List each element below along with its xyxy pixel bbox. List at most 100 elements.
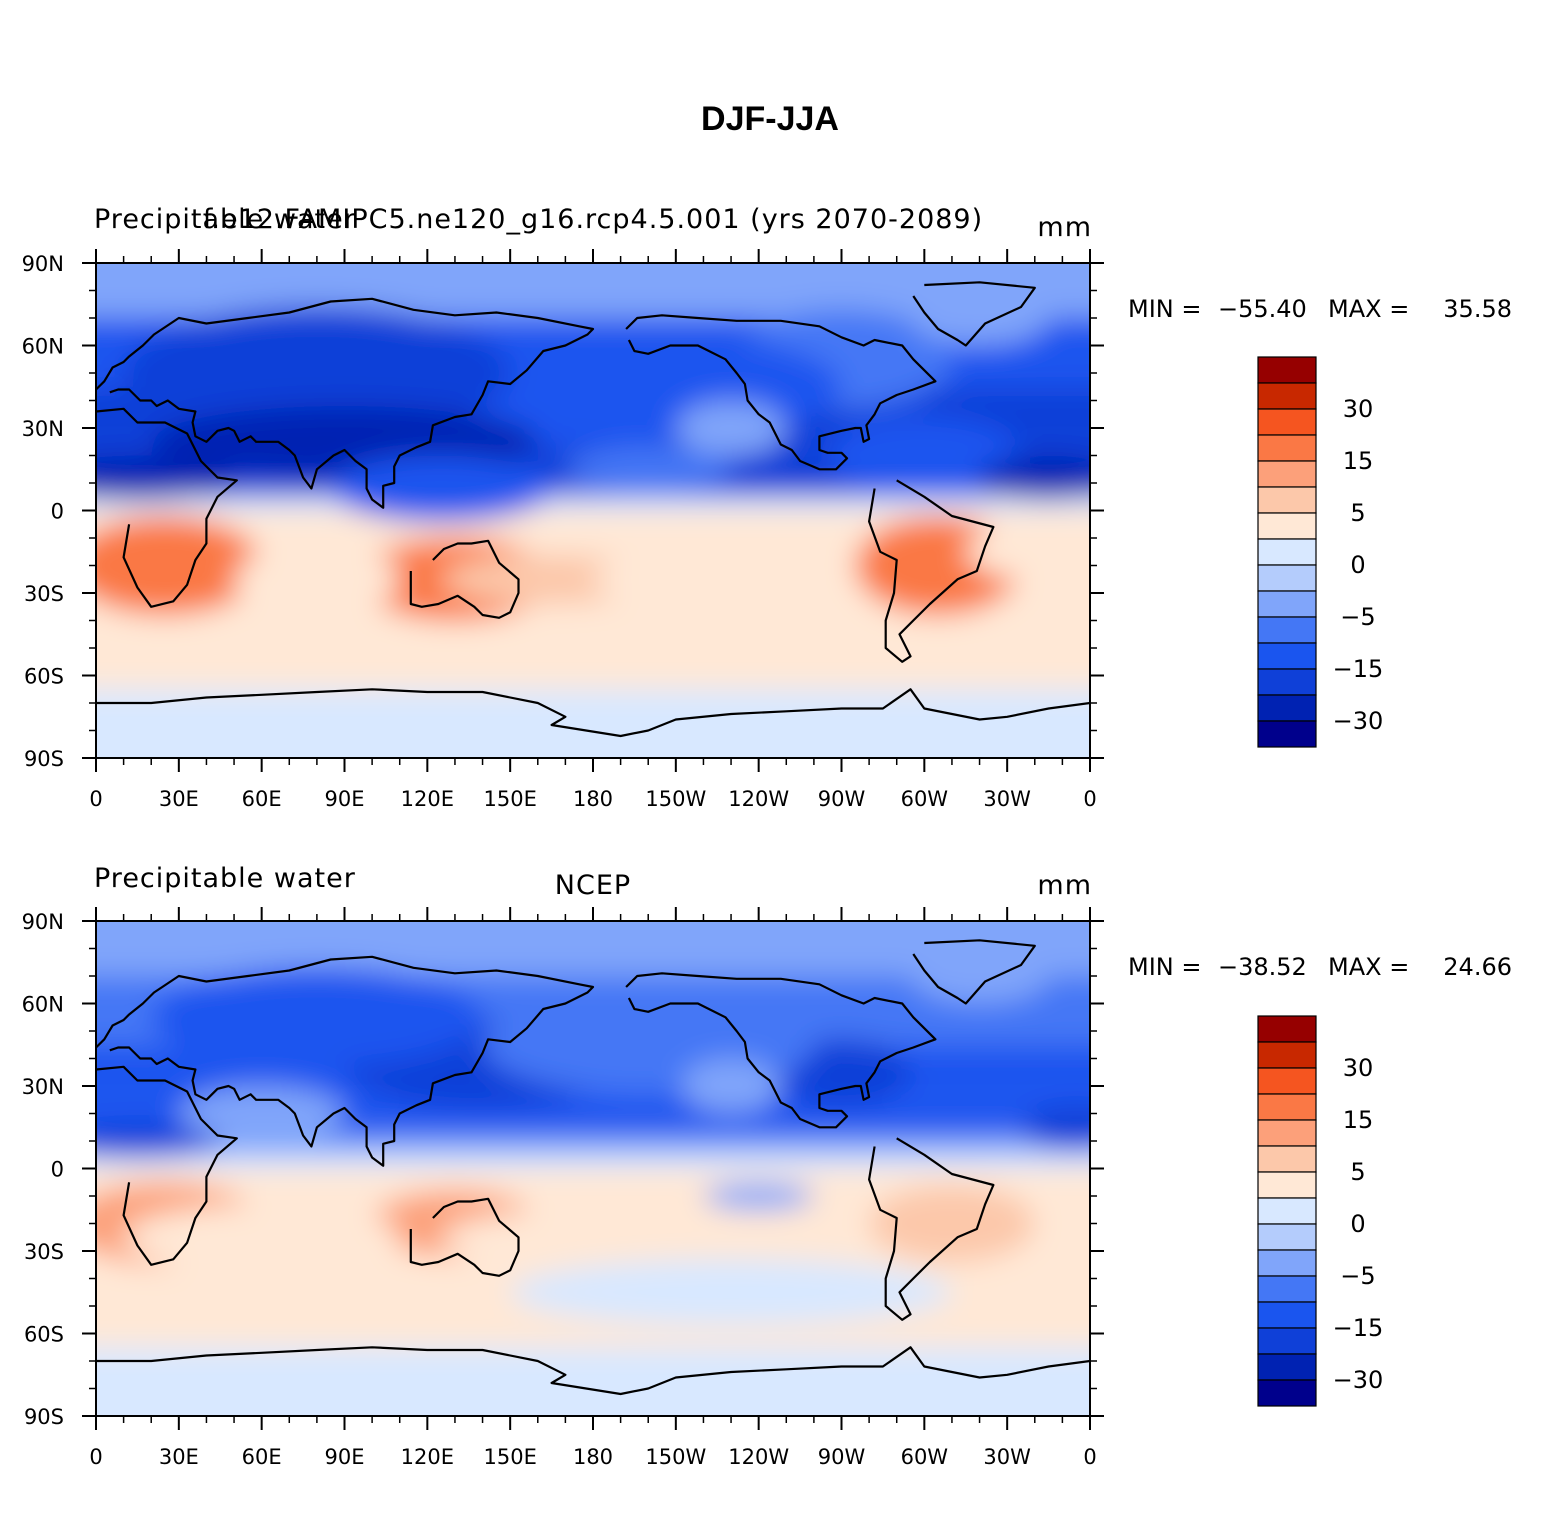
field-band bbox=[96, 1347, 1090, 1416]
coastline bbox=[867, 1137, 995, 1321]
bottom-max-value: 24.66 bbox=[1443, 953, 1512, 981]
field-anomaly bbox=[827, 417, 1021, 494]
x-tick-label: 120W bbox=[728, 1445, 789, 1469]
colorbar-swatch bbox=[1257, 1015, 1317, 1043]
colorbar-swatch bbox=[1257, 694, 1317, 722]
x-tick-label: 150W bbox=[645, 1445, 706, 1469]
x-tick-label: 0 bbox=[1083, 1445, 1096, 1469]
colorbar-swatch bbox=[1257, 1093, 1317, 1121]
x-tick-label: 180 bbox=[573, 1445, 613, 1469]
x-tick-label: 60E bbox=[242, 787, 282, 811]
colorbar-swatch bbox=[1257, 564, 1317, 592]
field-band bbox=[96, 1135, 1090, 1155]
colorbar-swatch bbox=[1257, 460, 1317, 488]
top-center-string: f.e12.FAMIPC5.ne120_g16.rcp4.5.001 (yrs … bbox=[203, 204, 983, 235]
x-tick-label: 150E bbox=[483, 1445, 536, 1469]
top-axis-ticks: 0 30E 60E 90E 120E 150E 180 150W 120W 90W 60W 30W 0 9… bbox=[22, 249, 1104, 811]
field-anomaly bbox=[441, 1209, 718, 1265]
colorbar-label: −5 bbox=[1340, 1262, 1375, 1290]
panel-bottom: 0 30E 60E 90E 120E 150E 180 150W 120W 90W 60W 30W 0 9… bbox=[22, 863, 1512, 1469]
colorbar-label: 0 bbox=[1350, 1210, 1365, 1238]
colorbar-swatch bbox=[1257, 1171, 1317, 1199]
colorbar-label: 30 bbox=[1343, 1054, 1374, 1082]
y-tick-label: 30N bbox=[22, 1075, 64, 1099]
y-tick-label: 90N bbox=[22, 910, 64, 934]
y-tick-label: 90N bbox=[22, 252, 64, 276]
colorbar-label: 30 bbox=[1343, 395, 1374, 423]
x-tick-label: 120E bbox=[401, 1445, 454, 1469]
y-tick-label: 60S bbox=[24, 1323, 64, 1347]
bottom-map-field bbox=[96, 921, 1090, 1416]
field-anomaly bbox=[681, 1058, 781, 1114]
x-tick-label: 30E bbox=[159, 1445, 199, 1469]
top-max-value: 35.58 bbox=[1443, 295, 1512, 323]
x-tick-label: 150E bbox=[483, 787, 536, 811]
field-anomaly bbox=[178, 1086, 345, 1141]
colorbar-swatch bbox=[1257, 1301, 1317, 1329]
colorbar-label: 5 bbox=[1350, 499, 1365, 527]
coastline bbox=[912, 939, 1036, 1005]
x-tick-label: 90E bbox=[325, 1445, 365, 1469]
field-anomaly bbox=[979, 455, 1090, 500]
field-anomaly bbox=[593, 554, 759, 604]
colorbar-swatch bbox=[1257, 1353, 1317, 1381]
coastline bbox=[96, 688, 1090, 738]
x-tick-label: 90W bbox=[818, 787, 866, 811]
x-tick-label: 30W bbox=[983, 787, 1031, 811]
bottom-center-string: NCEP bbox=[555, 870, 631, 901]
x-tick-label: 60E bbox=[242, 1445, 282, 1469]
x-tick-label: 150W bbox=[645, 787, 706, 811]
colorbar-swatch bbox=[1257, 1067, 1317, 1095]
x-tick-label: 60W bbox=[901, 787, 949, 811]
y-tick-label: 90S bbox=[24, 1405, 64, 1429]
colorbar-swatch bbox=[1257, 1379, 1317, 1407]
colorbar-swatch bbox=[1257, 1145, 1317, 1173]
x-tick-label: 120E bbox=[401, 787, 454, 811]
colorbar-label: 0 bbox=[1350, 551, 1365, 579]
coastline bbox=[96, 955, 595, 1167]
colorbar-swatch bbox=[1257, 538, 1317, 566]
colorbar-swatch bbox=[1257, 1119, 1317, 1147]
colorbar-swatch bbox=[1257, 668, 1317, 696]
x-tick-label: 30W bbox=[983, 1445, 1031, 1469]
bottom-max-label: MAX = bbox=[1328, 953, 1409, 981]
colorbar-swatch bbox=[1257, 1041, 1317, 1069]
field-anomaly bbox=[96, 1124, 221, 1158]
y-tick-label: 30S bbox=[24, 582, 64, 606]
colorbar-swatch bbox=[1257, 616, 1317, 644]
field-band bbox=[96, 620, 1090, 690]
colorbar-swatch bbox=[1257, 1275, 1317, 1303]
bottom-min-label: MIN = bbox=[1128, 953, 1201, 981]
top-map-field bbox=[96, 263, 1090, 758]
field-band bbox=[96, 496, 1090, 511]
panel-top: 0 30E 60E 90E 120E 150E 180 150W 120W 90W 60W 30W 0 9… bbox=[22, 204, 1512, 811]
coastline bbox=[96, 1346, 1090, 1396]
coastline bbox=[912, 281, 1036, 347]
colorbar-label: −30 bbox=[1333, 707, 1384, 735]
x-tick-label: 90W bbox=[818, 1445, 866, 1469]
colorbar-swatch bbox=[1257, 1327, 1317, 1355]
colorbar-swatch bbox=[1257, 382, 1317, 410]
top-min-value: −55.40 bbox=[1218, 295, 1307, 323]
bottom-colorbar: 30 15 5 0 −5 −15 −30 bbox=[1257, 1015, 1383, 1407]
coastline bbox=[409, 539, 520, 619]
top-min-label: MIN = bbox=[1128, 295, 1201, 323]
x-tick-label: 30E bbox=[159, 787, 199, 811]
field-anomaly bbox=[96, 455, 235, 500]
coastline bbox=[625, 972, 937, 1129]
x-tick-label: 60W bbox=[901, 1445, 949, 1469]
x-tick-label: 90E bbox=[325, 787, 365, 811]
field-anomaly bbox=[96, 516, 262, 615]
y-tick-label: 90S bbox=[24, 747, 64, 771]
field-anomaly bbox=[510, 1259, 952, 1326]
coastline bbox=[409, 1197, 520, 1277]
coastline bbox=[96, 297, 595, 509]
field-band bbox=[96, 1154, 1090, 1169]
field-anomaly bbox=[151, 967, 483, 1067]
bottom-right-string: mm bbox=[1037, 870, 1092, 901]
y-tick-label: 0 bbox=[51, 500, 64, 524]
colorbar-label: 5 bbox=[1350, 1158, 1365, 1186]
colorbar-label: 15 bbox=[1343, 1106, 1374, 1134]
top-coastlines bbox=[96, 281, 1090, 738]
colorbar-swatch bbox=[1257, 434, 1317, 462]
